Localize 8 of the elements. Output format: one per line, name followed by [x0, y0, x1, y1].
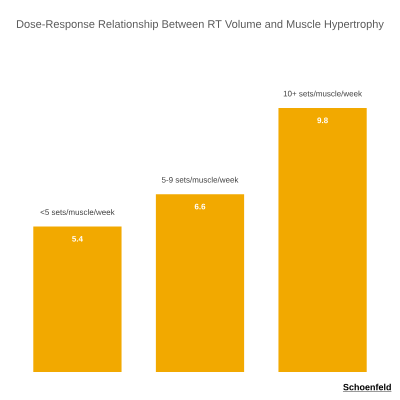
chart-title: Dose-Response Relationship Between RT Volume and Muscle Hypertrophy	[16, 20, 384, 30]
data-label: 9.8	[317, 118, 328, 124]
x-tick-label: 5-9 sets/muscle/week	[162, 176, 238, 183]
text: Schoenfeld	[343, 384, 391, 390]
data-label: 6.6	[194, 204, 206, 210]
x-tick-label: 10+ sets/muscle/week	[284, 90, 362, 96]
data-label: 5.4	[72, 236, 83, 242]
x-tick-label: <5 sets/muscle/week	[40, 209, 115, 215]
